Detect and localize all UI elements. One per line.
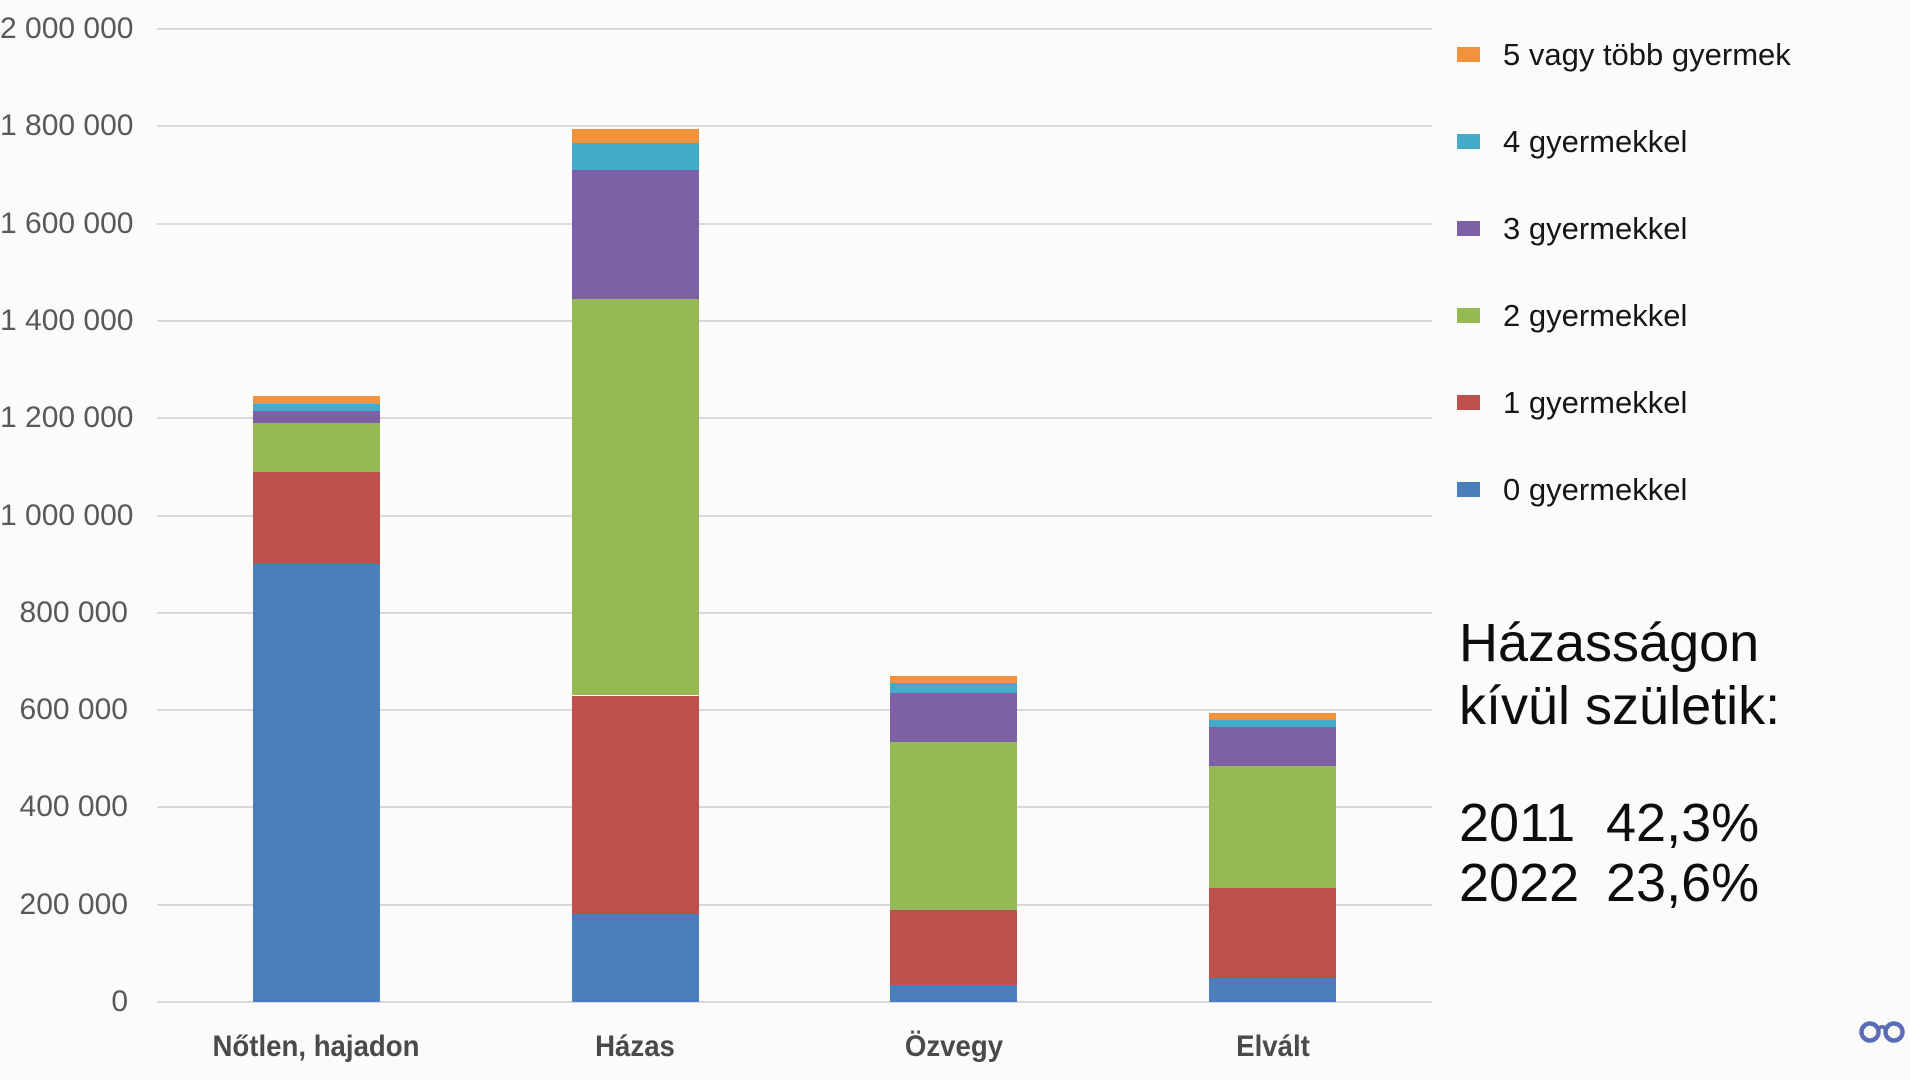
gridline	[157, 125, 1432, 128]
x-axis-category-label: Elvált	[1235, 1030, 1310, 1063]
y-axis-tick-label: 0	[111, 985, 128, 1018]
legend-item: 0 gyermekkel	[1457, 471, 1791, 508]
bar-segment	[571, 299, 699, 696]
annotation-title-line-2: kívül születik:	[1459, 676, 1781, 736]
bar-segment	[890, 909, 1018, 985]
legend-swatch	[1457, 47, 1480, 62]
x-axis-category-label: Nőtlen, hajadon	[212, 1030, 420, 1063]
annotation-row: 2022 23,6%	[1459, 853, 1780, 913]
bar-segment	[571, 914, 699, 1002]
legend-item: 3 gyermekkel	[1457, 210, 1791, 247]
bar-segment	[1209, 887, 1337, 978]
glasses-icon	[1859, 1021, 1905, 1043]
x-axis-category-label: Házas	[595, 1030, 676, 1063]
gridline	[157, 222, 1432, 225]
gridline	[157, 28, 1432, 30]
bar-segment	[571, 170, 699, 299]
gridline	[157, 611, 1432, 614]
y-axis-tick-label: 800 000	[19, 595, 128, 629]
legend-label: 3 gyermekkel	[1503, 211, 1688, 246]
bar-segment	[252, 403, 380, 411]
legend-label: 5 vagy több gyermek	[1503, 37, 1791, 72]
legend-label: 2 gyermekkel	[1503, 298, 1688, 333]
y-axis-tick-label: 400 000	[19, 790, 128, 824]
legend-swatch	[1457, 395, 1480, 410]
annotation-value: 42,3%	[1606, 793, 1760, 853]
gridline	[157, 709, 1432, 712]
y-axis-tick-label: 1 800 000	[0, 109, 134, 143]
bar-segment	[890, 984, 1018, 1002]
bar-segment	[252, 396, 380, 404]
annotation-year: 2022	[1459, 853, 1580, 913]
legend-swatch	[1457, 221, 1480, 236]
gridline	[157, 903, 1432, 906]
annotation-block: Házasságon kívül születik: 2011 42,3% 20…	[1459, 612, 1780, 913]
bar-segment	[1209, 727, 1337, 767]
y-axis-tick-label: 1 400 000	[0, 303, 134, 337]
legend-item: 4 gyermekkel	[1457, 123, 1791, 160]
y-axis-tick-label: 1 000 000	[0, 498, 134, 532]
gridline	[157, 319, 1432, 322]
bar-segment	[890, 676, 1018, 684]
annotation-rows: 2011 42,3% 2022 23,6%	[1459, 793, 1780, 913]
bar-segment	[571, 143, 699, 171]
bar-segment	[1209, 766, 1337, 888]
y-axis-tick-label: 600 000	[19, 693, 128, 727]
gridline	[157, 806, 1432, 809]
bar-segment	[252, 410, 380, 424]
gridline	[157, 514, 1432, 517]
legend-label: 4 gyermekkel	[1503, 124, 1688, 159]
bar-segment	[1209, 977, 1337, 1002]
bar-segment	[571, 128, 699, 144]
bar-segment	[252, 423, 380, 472]
gridline	[157, 1001, 1432, 1003]
x-axis-category-label: Özvegy	[904, 1030, 1003, 1063]
legend-item: 2 gyermekkel	[1457, 297, 1791, 334]
annotation-row: 2011 42,3%	[1459, 793, 1780, 853]
y-axis-tick-label: 200 000	[19, 887, 128, 921]
y-axis-tick-label: 2 000 000	[0, 12, 134, 45]
y-axis-tick-label: 1 200 000	[0, 401, 134, 435]
legend-item: 5 vagy több gyermek	[1457, 36, 1791, 73]
legend-swatch	[1457, 308, 1480, 323]
chart-legend: 5 vagy több gyermek 4 gyermekkel 3 gyermek…	[1457, 36, 1791, 508]
annotation-title-line-1: Házasságon	[1459, 613, 1760, 673]
bar-segment	[252, 564, 380, 1002]
y-axis-tick-label: 1 600 000	[0, 206, 134, 240]
bar-segment	[252, 471, 380, 565]
annotation-value: 23,6%	[1606, 853, 1760, 913]
annotation-year: 2011	[1459, 793, 1576, 853]
bar-segment	[890, 693, 1018, 742]
bar-segment	[890, 683, 1018, 694]
bar-segment	[571, 695, 699, 915]
bar-segment	[890, 741, 1018, 910]
legend-label: 1 gyermekkel	[1503, 385, 1688, 420]
legend-label: 0 gyermekkel	[1503, 472, 1688, 507]
legend-swatch	[1457, 134, 1480, 149]
gridline	[157, 417, 1432, 420]
bar-segment	[1209, 719, 1337, 728]
legend-swatch	[1457, 482, 1480, 497]
bar-segment	[1209, 712, 1337, 720]
legend-item: 1 gyermekkel	[1457, 384, 1791, 421]
